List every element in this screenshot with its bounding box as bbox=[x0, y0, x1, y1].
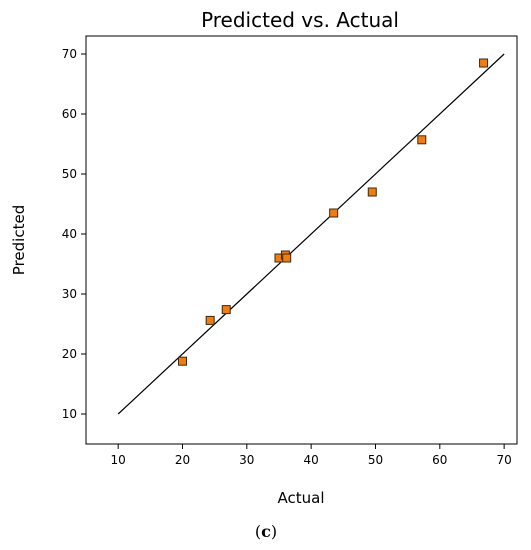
caption-close-paren: ) bbox=[271, 522, 277, 541]
chart-title: Predicted vs. Actual bbox=[201, 8, 399, 32]
caption-open-paren: ( bbox=[255, 522, 261, 541]
y-tick-label: 20 bbox=[62, 347, 77, 361]
data-point bbox=[417, 135, 427, 145]
x-tick-label: 70 bbox=[496, 453, 511, 467]
x-tick-label: 10 bbox=[111, 453, 126, 467]
data-points-layer bbox=[177, 58, 489, 366]
x-axis-label: Actual bbox=[278, 489, 325, 507]
x-axis-ticks: 10 20 30 40 50 60 70 bbox=[111, 444, 512, 467]
data-point bbox=[177, 356, 187, 366]
y-tick-label: 70 bbox=[62, 47, 77, 61]
reference-line-layer bbox=[117, 53, 505, 415]
y-tick-label: 30 bbox=[62, 287, 77, 301]
x-tick-label: 30 bbox=[239, 453, 254, 467]
x-tick-label: 50 bbox=[368, 453, 383, 467]
data-point bbox=[221, 305, 231, 315]
x-tick-label: 60 bbox=[432, 453, 447, 467]
y-axis-ticks: 10 20 30 40 50 60 70 bbox=[62, 47, 86, 421]
caption-letter: c bbox=[261, 522, 271, 541]
plot-frame bbox=[85, 35, 518, 445]
x-tick-label: 40 bbox=[304, 453, 319, 467]
data-point bbox=[282, 253, 292, 263]
y-tick-label: 60 bbox=[62, 107, 77, 121]
y-tick-label: 50 bbox=[62, 167, 77, 181]
y-axis-label: Predicted bbox=[10, 205, 28, 275]
data-point bbox=[205, 315, 215, 325]
data-point bbox=[367, 187, 377, 197]
y-tick-label: 10 bbox=[62, 407, 77, 421]
reference-line bbox=[117, 53, 505, 415]
figure-caption: (c) bbox=[255, 522, 277, 541]
y-tick-label: 40 bbox=[62, 227, 77, 241]
data-point bbox=[479, 58, 489, 68]
x-tick-label: 20 bbox=[175, 453, 190, 467]
data-point bbox=[329, 208, 339, 218]
